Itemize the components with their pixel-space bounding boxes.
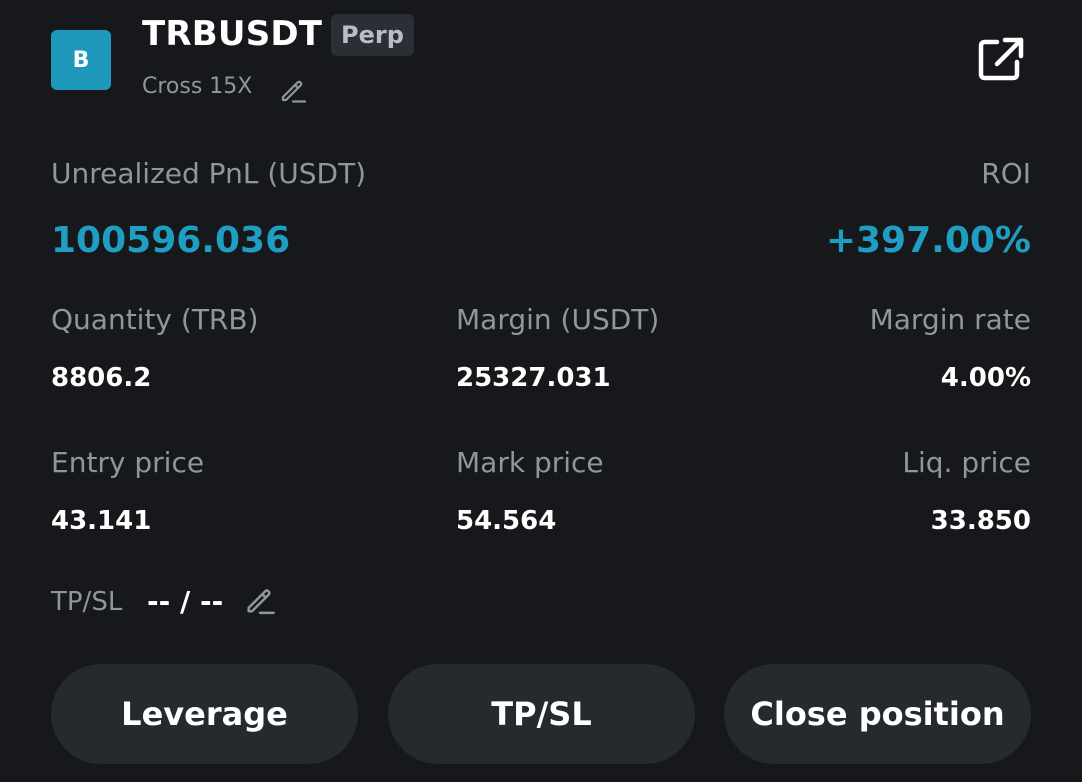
margin-value: 25327.031 [456,363,611,393]
leverage-button[interactable]: Leverage [51,664,358,764]
margin-label: Margin (USDT) [456,303,660,336]
coin-logo-letter: B [72,47,90,73]
liq-price-label: Liq. price [902,446,1031,479]
pencil-icon[interactable] [278,76,308,106]
entry-price-value: 43.141 [51,506,152,536]
pencil-icon[interactable] [243,584,277,618]
external-link-icon[interactable] [975,34,1027,86]
mark-price-value: 54.564 [456,506,557,536]
tpsl-values: -- / -- [147,585,224,618]
symbol-title: TRBUSDT [142,14,323,54]
margin-mode-text: Cross 15X [142,74,253,99]
quantity-label: Quantity (TRB) [51,303,259,336]
close-position-button[interactable]: Close position [724,664,1031,764]
margin-rate-value: 4.00% [940,363,1031,393]
contract-badge: Perp [331,14,414,56]
unrealized-pnl-value: 100596.036 [51,220,291,261]
unrealized-pnl-label: Unrealized PnL (USDT) [51,157,367,190]
coin-logo: B [51,30,111,90]
mark-price-label: Mark price [456,446,604,479]
liq-price-value: 33.850 [930,506,1031,536]
roi-value: +397.00% [825,220,1031,261]
tpsl-label: TP/SL [51,587,123,617]
roi-label: ROI [981,157,1031,190]
quantity-value: 8806.2 [51,363,152,393]
tpsl-button[interactable]: TP/SL [388,664,695,764]
margin-rate-label: Margin rate [869,303,1031,336]
entry-price-label: Entry price [51,446,205,479]
